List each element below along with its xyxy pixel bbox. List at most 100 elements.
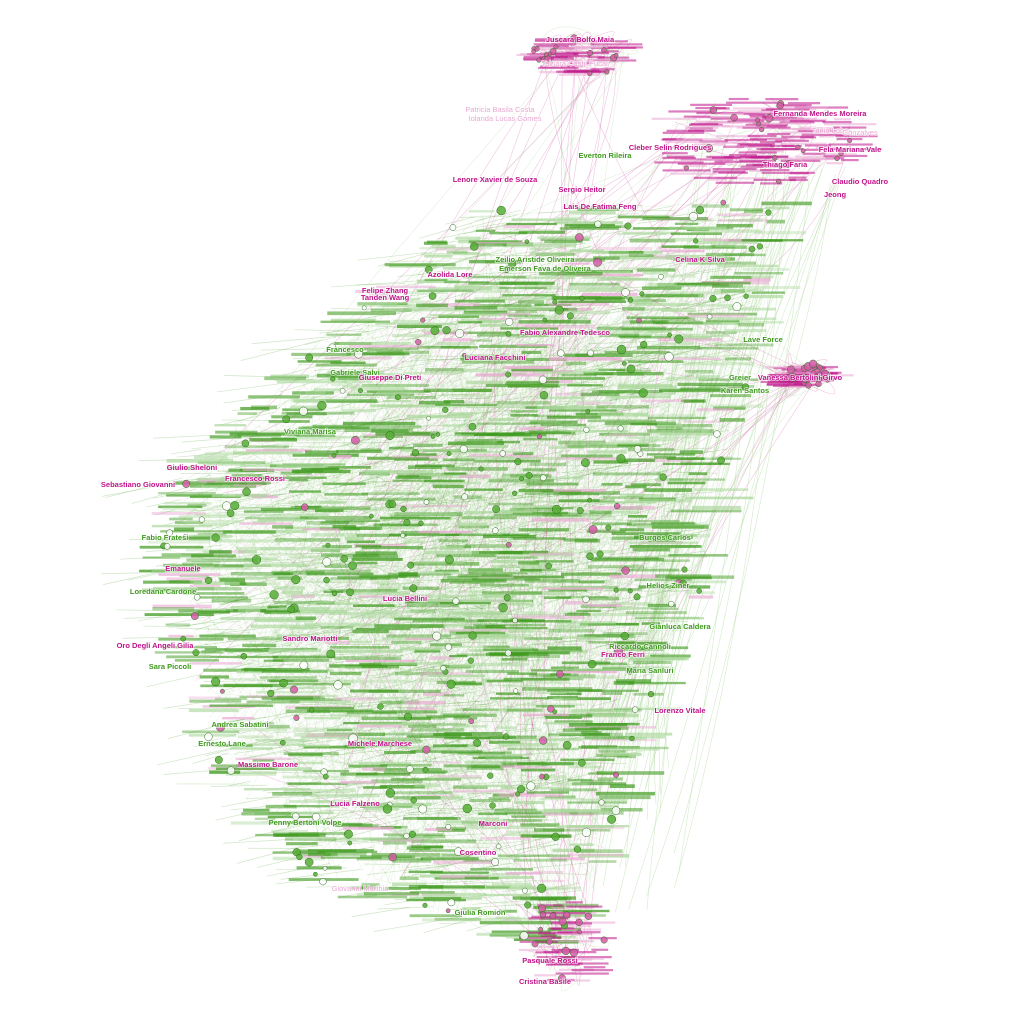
network-node[interactable] [636, 317, 642, 324]
network-node[interactable] [279, 739, 286, 746]
network-node[interactable] [444, 555, 454, 565]
network-node[interactable] [759, 127, 765, 133]
network-node[interactable] [531, 49, 536, 54]
network-node[interactable] [547, 60, 554, 66]
network-node[interactable] [616, 344, 627, 355]
network-node[interactable] [558, 959, 564, 965]
network-node[interactable] [319, 878, 327, 886]
network-node[interactable] [410, 797, 417, 804]
network-node[interactable] [495, 843, 502, 850]
network-node[interactable] [354, 349, 363, 359]
network-node[interactable] [584, 912, 593, 920]
network-node[interactable] [468, 422, 477, 431]
network-node[interactable] [724, 294, 731, 302]
network-node[interactable] [519, 931, 529, 941]
network-node[interactable] [402, 374, 407, 379]
network-node[interactable] [415, 338, 422, 346]
network-node[interactable] [667, 332, 672, 338]
network-node[interactable] [552, 709, 558, 715]
network-node[interactable] [621, 566, 630, 575]
network-node[interactable] [617, 425, 624, 432]
network-node[interactable] [627, 588, 633, 594]
network-node[interactable] [562, 740, 572, 750]
network-node[interactable] [622, 361, 627, 366]
network-node[interactable] [428, 292, 437, 300]
network-node[interactable] [613, 771, 620, 778]
network-node[interactable] [455, 329, 465, 339]
network-node[interactable] [795, 144, 801, 150]
network-node[interactable] [556, 670, 564, 678]
network-node[interactable] [296, 853, 303, 861]
network-node[interactable] [461, 493, 469, 501]
network-node[interactable] [502, 733, 510, 740]
network-node[interactable] [326, 649, 336, 659]
network-node[interactable] [462, 352, 467, 358]
network-node[interactable] [394, 394, 401, 401]
network-node[interactable] [575, 918, 583, 927]
network-node[interactable] [576, 929, 582, 935]
network-node[interactable] [581, 827, 592, 838]
network-node[interactable] [838, 150, 844, 157]
network-node[interactable] [587, 70, 593, 77]
network-node[interactable] [388, 500, 397, 509]
network-node[interactable] [611, 806, 621, 815]
network-node[interactable] [440, 665, 447, 672]
network-node[interactable] [539, 391, 549, 400]
network-node[interactable] [748, 245, 756, 253]
network-node[interactable] [613, 502, 621, 510]
network-node[interactable] [558, 974, 566, 983]
network-node[interactable] [322, 865, 328, 871]
network-node[interactable] [587, 349, 594, 357]
network-node[interactable] [693, 238, 699, 244]
network-node[interactable] [627, 297, 634, 303]
network-node[interactable] [222, 501, 232, 511]
network-node[interactable] [732, 302, 742, 312]
network-node[interactable] [776, 102, 784, 110]
network-node[interactable] [551, 832, 560, 841]
network-node[interactable] [385, 431, 395, 441]
network-node[interactable] [586, 552, 594, 560]
network-node[interactable] [426, 415, 431, 421]
network-node[interactable] [587, 659, 597, 669]
network-node[interactable] [442, 406, 449, 413]
network-node[interactable] [446, 451, 452, 457]
network-node[interactable] [755, 117, 761, 123]
network-node[interactable] [554, 305, 564, 315]
network-node[interactable] [580, 458, 590, 468]
network-node[interactable] [449, 224, 457, 231]
network-node[interactable] [539, 911, 547, 918]
network-node[interactable] [517, 785, 526, 794]
network-node[interactable] [504, 649, 512, 657]
network-node[interactable] [409, 584, 418, 593]
network-node[interactable] [411, 449, 420, 457]
network-node[interactable] [583, 426, 590, 433]
network-node[interactable] [505, 371, 512, 378]
network-node[interactable] [182, 534, 188, 540]
network-node[interactable] [771, 154, 778, 161]
network-node[interactable] [640, 340, 648, 349]
network-node[interactable] [564, 956, 571, 963]
network-node[interactable] [190, 612, 199, 620]
network-node[interactable] [478, 820, 486, 828]
network-node[interactable] [403, 832, 410, 839]
network-node[interactable] [348, 733, 358, 744]
network-node[interactable] [420, 317, 426, 323]
network-node[interactable] [579, 295, 585, 301]
network-node[interactable] [502, 266, 510, 274]
network-node[interactable] [552, 299, 558, 305]
network-node[interactable] [468, 631, 477, 640]
network-node[interactable] [226, 766, 236, 775]
network-node[interactable] [309, 707, 315, 713]
network-node[interactable] [524, 901, 532, 909]
network-node[interactable] [346, 588, 354, 597]
network-node[interactable] [498, 602, 508, 613]
network-node[interactable] [569, 948, 579, 957]
network-node[interactable] [492, 505, 500, 514]
network-node[interactable] [445, 823, 452, 830]
network-node[interactable] [251, 555, 262, 565]
network-node[interactable] [282, 415, 291, 424]
network-node[interactable] [418, 520, 424, 527]
network-node[interactable] [775, 178, 782, 184]
network-node[interactable] [328, 343, 337, 352]
network-node[interactable] [385, 788, 396, 798]
